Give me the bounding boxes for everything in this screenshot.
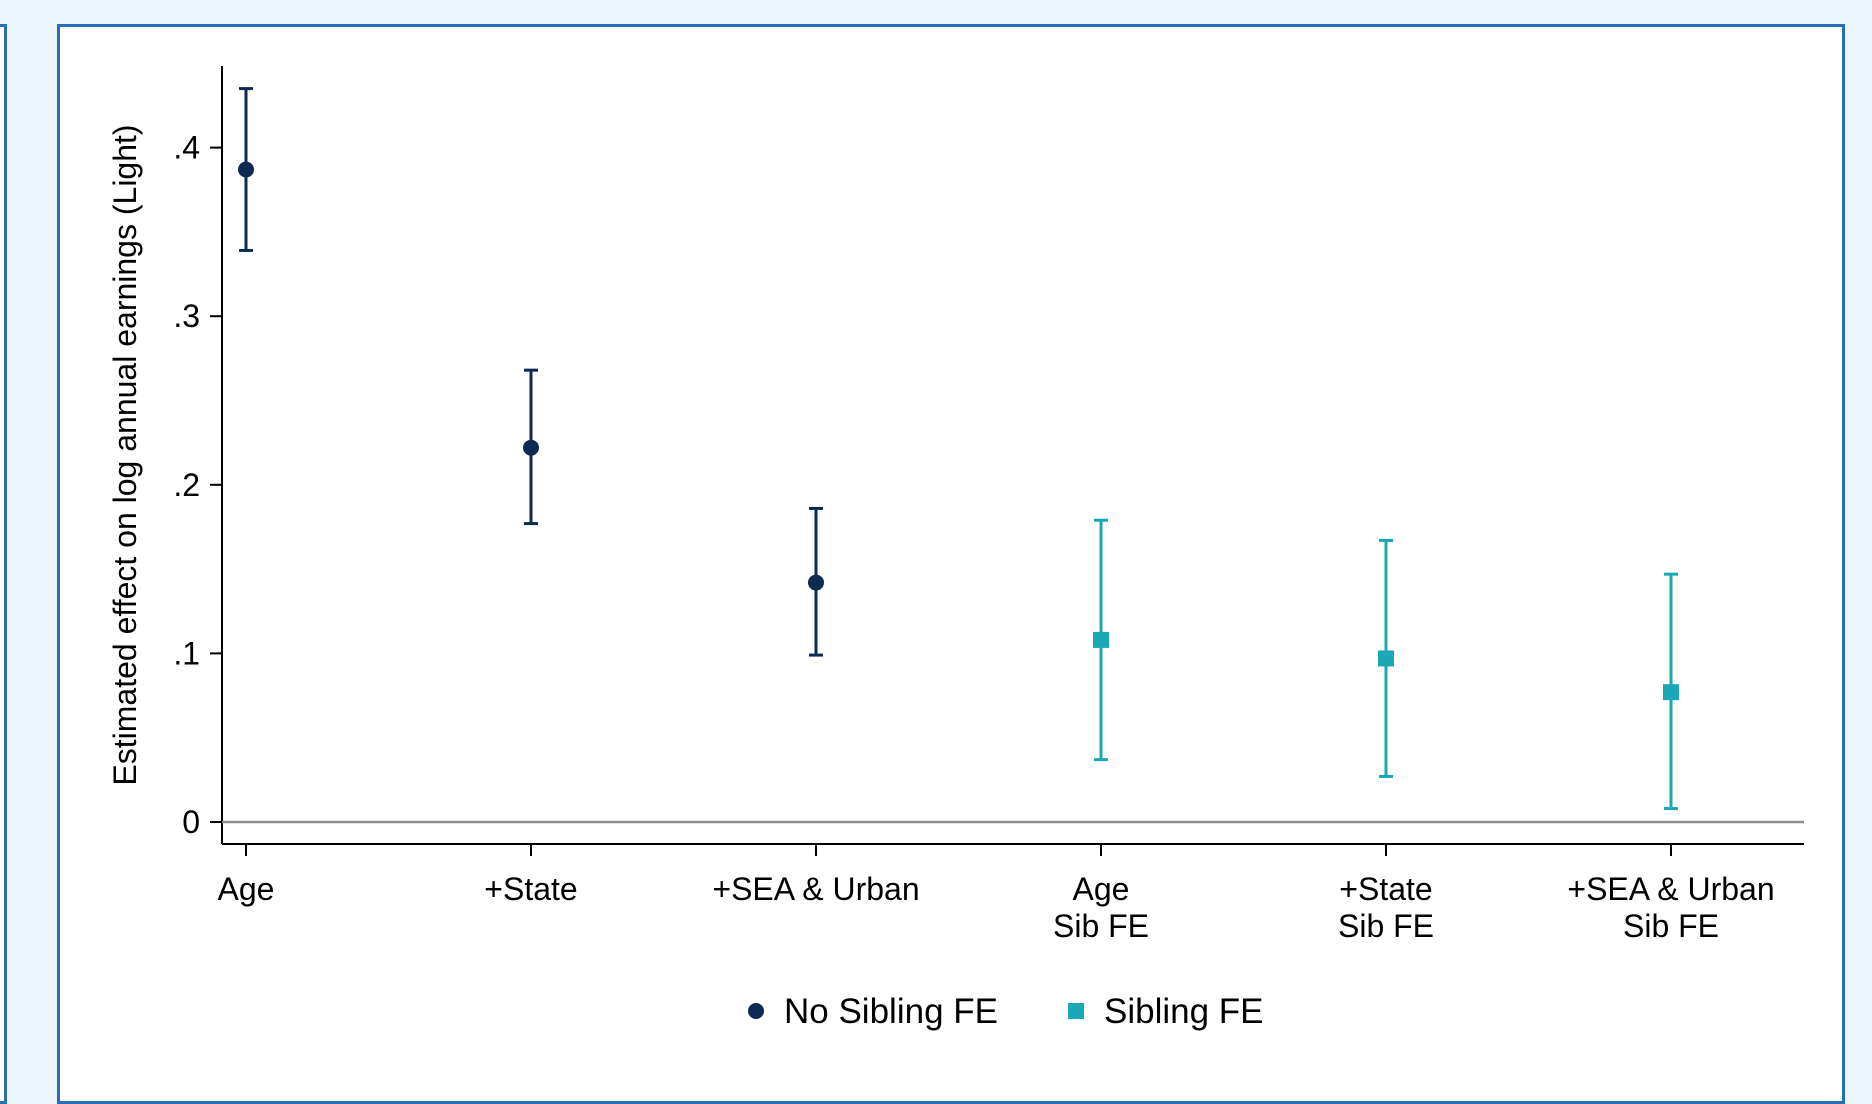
coefficient-plot: 0 .1 .2 .3 .4 Estimated effect on log annual … xyxy=(107,66,1804,1031)
legend-marker-square xyxy=(1068,1003,1084,1019)
y-tick-label: .2 xyxy=(173,467,200,503)
x-tick-label: +SEA & Urban xyxy=(712,871,919,907)
x-tick-label: Sib FE xyxy=(1053,908,1149,944)
y-tick-label: .3 xyxy=(173,298,200,334)
x-tick-label: Age xyxy=(218,871,275,907)
point-estimate-square xyxy=(1663,684,1679,701)
axes: 0 .1 .2 .3 .4 Estimated effect on log annual … xyxy=(107,66,1804,944)
x-tick-label: +State xyxy=(1339,871,1432,907)
legend-label: Sibling FE xyxy=(1104,992,1264,1031)
x-tick-label: Sib FE xyxy=(1623,908,1719,944)
y-tick-label: .1 xyxy=(173,635,200,671)
x-tick-label: Age xyxy=(1073,871,1130,907)
x-tick-label: Sib FE xyxy=(1338,908,1434,944)
x-tick-label: +SEA & Urban xyxy=(1567,871,1774,907)
point-estimate-square xyxy=(1378,650,1394,667)
y-tick-label: 0 xyxy=(182,804,200,840)
y-tick-label: .4 xyxy=(173,130,200,166)
point-estimate-square xyxy=(1093,631,1109,648)
point-estimate-circle xyxy=(238,161,254,178)
y-axis-title: Estimated effect on log annual earnings … xyxy=(107,124,143,785)
point-estimate-circle xyxy=(523,439,539,456)
chart-marks xyxy=(238,87,1679,811)
legend-label: No Sibling FE xyxy=(784,992,998,1031)
legend: No Sibling FE Sibling FE xyxy=(748,992,1264,1031)
legend-marker-circle xyxy=(748,1003,764,1019)
x-tick-label: +State xyxy=(484,871,577,907)
point-estimate-circle xyxy=(808,574,824,591)
